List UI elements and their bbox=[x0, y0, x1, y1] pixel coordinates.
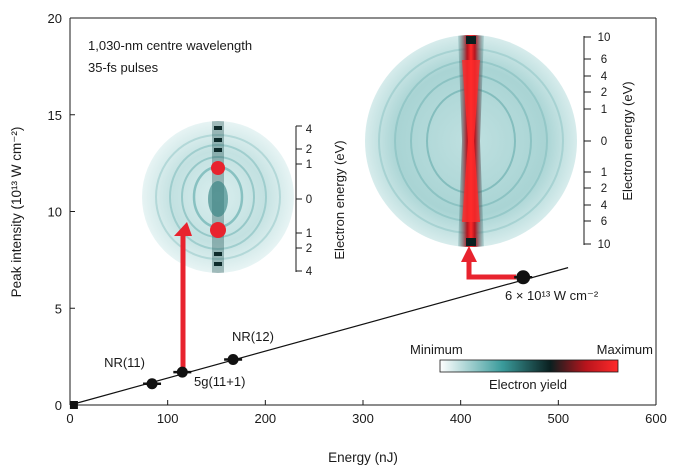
label-nr11: NR(11) bbox=[104, 355, 145, 370]
inset2-tick-9: 6 bbox=[601, 216, 607, 228]
arrow-to-inset-1 bbox=[174, 222, 192, 372]
data-point bbox=[69, 401, 78, 409]
data-point bbox=[227, 354, 239, 366]
y-tick-label: 15 bbox=[48, 108, 62, 123]
label-intensity: 6 × 10¹³ W cm⁻² bbox=[505, 288, 599, 303]
inset1-axis-label: Electron energy (eV) bbox=[332, 140, 347, 259]
info-pulses: 35-fs pulses bbox=[88, 60, 159, 75]
inset2-tick-6: 1 bbox=[601, 167, 607, 179]
x-tick-label: 400 bbox=[450, 411, 472, 426]
inset2-tick-0: 10 bbox=[598, 32, 611, 44]
x-tick-label: 500 bbox=[547, 411, 569, 426]
colorbar-min-label: Minimum bbox=[410, 342, 463, 357]
inset2-tick-4: 1 bbox=[601, 104, 607, 116]
inset2-tick-8: 4 bbox=[601, 200, 608, 212]
inset1-tick-1: 2 bbox=[306, 144, 312, 156]
colorbar: Minimum Maximum Electron yield bbox=[410, 342, 653, 392]
data-points bbox=[69, 270, 533, 409]
inset1-tick-3: 0 bbox=[306, 194, 312, 206]
data-point bbox=[176, 366, 188, 378]
label-5g: 5g(11+1) bbox=[194, 374, 245, 389]
inset1-tick-4: 1 bbox=[306, 228, 312, 240]
inset2-tick-3: 2 bbox=[601, 87, 607, 99]
y-tick-label: 0 bbox=[55, 398, 62, 413]
inset1-tick-5: 2 bbox=[306, 243, 312, 255]
inset2-tick-10: 10 bbox=[598, 239, 611, 251]
y-tick-label: 5 bbox=[55, 301, 62, 316]
inset2-tick-5: 0 bbox=[601, 136, 607, 148]
inset1-tick-6: 4 bbox=[306, 266, 313, 278]
x-tick-label: 300 bbox=[352, 411, 374, 426]
x-tick-label: 100 bbox=[157, 411, 179, 426]
x-ticks: 0 100 200 300 400 500 600 bbox=[66, 400, 667, 426]
colorbar-title: Electron yield bbox=[489, 377, 567, 392]
y-axis-label: Peak intensity (10¹³ W cm⁻²) bbox=[9, 127, 24, 298]
x-axis-label: Energy (nJ) bbox=[328, 450, 398, 465]
colorbar-gradient bbox=[439, 359, 619, 373]
inset-image-2: 10 6 4 2 1 0 1 2 4 6 10 Electron energy … bbox=[365, 32, 635, 251]
y-tick-label: 10 bbox=[48, 205, 62, 220]
x-tick-label: 600 bbox=[645, 411, 667, 426]
inset2-axis-label: Electron energy (eV) bbox=[620, 81, 635, 200]
inset2-tick-7: 2 bbox=[601, 183, 607, 195]
inset1-tick-2: 1 bbox=[306, 159, 312, 171]
data-point bbox=[516, 270, 531, 285]
colorbar-max-label: Maximum bbox=[597, 342, 653, 357]
inset-image-1: 4 2 1 0 1 2 4 Electron energy (eV) bbox=[142, 121, 347, 278]
y-ticks: 0 5 10 15 20 bbox=[48, 11, 75, 413]
x-tick-label: 0 bbox=[66, 411, 73, 426]
arrow-to-inset-2 bbox=[461, 246, 516, 280]
inset2-tick-1: 6 bbox=[601, 54, 607, 66]
y-tick-label: 20 bbox=[48, 11, 62, 26]
info-wavelength: 1,030-nm centre wavelength bbox=[88, 38, 252, 53]
label-nr12: NR(12) bbox=[232, 329, 274, 344]
inset1-tick-0: 4 bbox=[306, 124, 313, 136]
data-point bbox=[146, 378, 158, 390]
x-tick-label: 200 bbox=[254, 411, 276, 426]
inset2-tick-2: 4 bbox=[601, 71, 608, 83]
